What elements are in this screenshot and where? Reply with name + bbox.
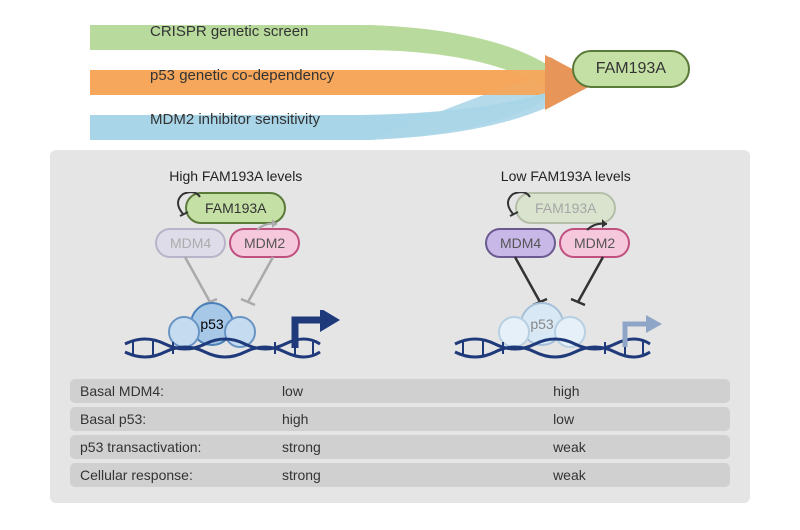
figure-container: CRISPR genetic screen p53 genetic co-dep… [0,0,800,530]
diagram-low: FAM193A MDM4 MDM2 p5 [425,192,705,367]
label-mdm2-sens: MDM2 inhibitor sensitivity [150,111,320,128]
row-cellular-response: Cellular response: strong weak [70,463,730,487]
diagrams-row: FAM193A MDM4 MDM2 [70,192,730,367]
panel-headers: High FAM193A levels Low FAM193A levels [70,168,730,184]
label-p53-dep: p53 genetic co-dependency [150,67,334,84]
row-val-high: strong [247,439,493,455]
top-flow-section: CRISPR genetic screen p53 genetic co-dep… [50,15,750,145]
row-basal-mdm4: Basal MDM4: low high [70,379,730,403]
fam193a-target-box: FAM193A [572,50,690,88]
transcription-arrow-weak [620,312,670,352]
row-label: p53 transactivation: [80,439,247,455]
row-val-low: low [493,411,720,427]
row-val-low: high [493,383,720,399]
info-rows: Basal MDM4: low high Basal p53: high low… [70,379,730,487]
header-low: Low FAM193A levels [501,168,631,184]
diagram-high: FAM193A MDM4 MDM2 [95,192,375,367]
row-label: Cellular response: [80,467,247,483]
p53-label: p53 [200,316,223,332]
row-transactivation: p53 transactivation: strong weak [70,435,730,459]
row-basal-p53: Basal p53: high low [70,407,730,431]
row-val-low: weak [493,467,720,483]
row-val-high: low [247,383,493,399]
row-label: Basal MDM4: [80,383,247,399]
header-high: High FAM193A levels [169,168,302,184]
p53-label-low: p53 [530,316,553,332]
row-val-low: weak [493,439,720,455]
row-val-high: high [247,411,493,427]
transcription-arrow-strong [290,310,345,355]
label-crispr: CRISPR genetic screen [150,23,308,40]
row-label: Basal p53: [80,411,247,427]
mechanism-panel: High FAM193A levels Low FAM193A levels F… [50,150,750,503]
row-val-high: strong [247,467,493,483]
